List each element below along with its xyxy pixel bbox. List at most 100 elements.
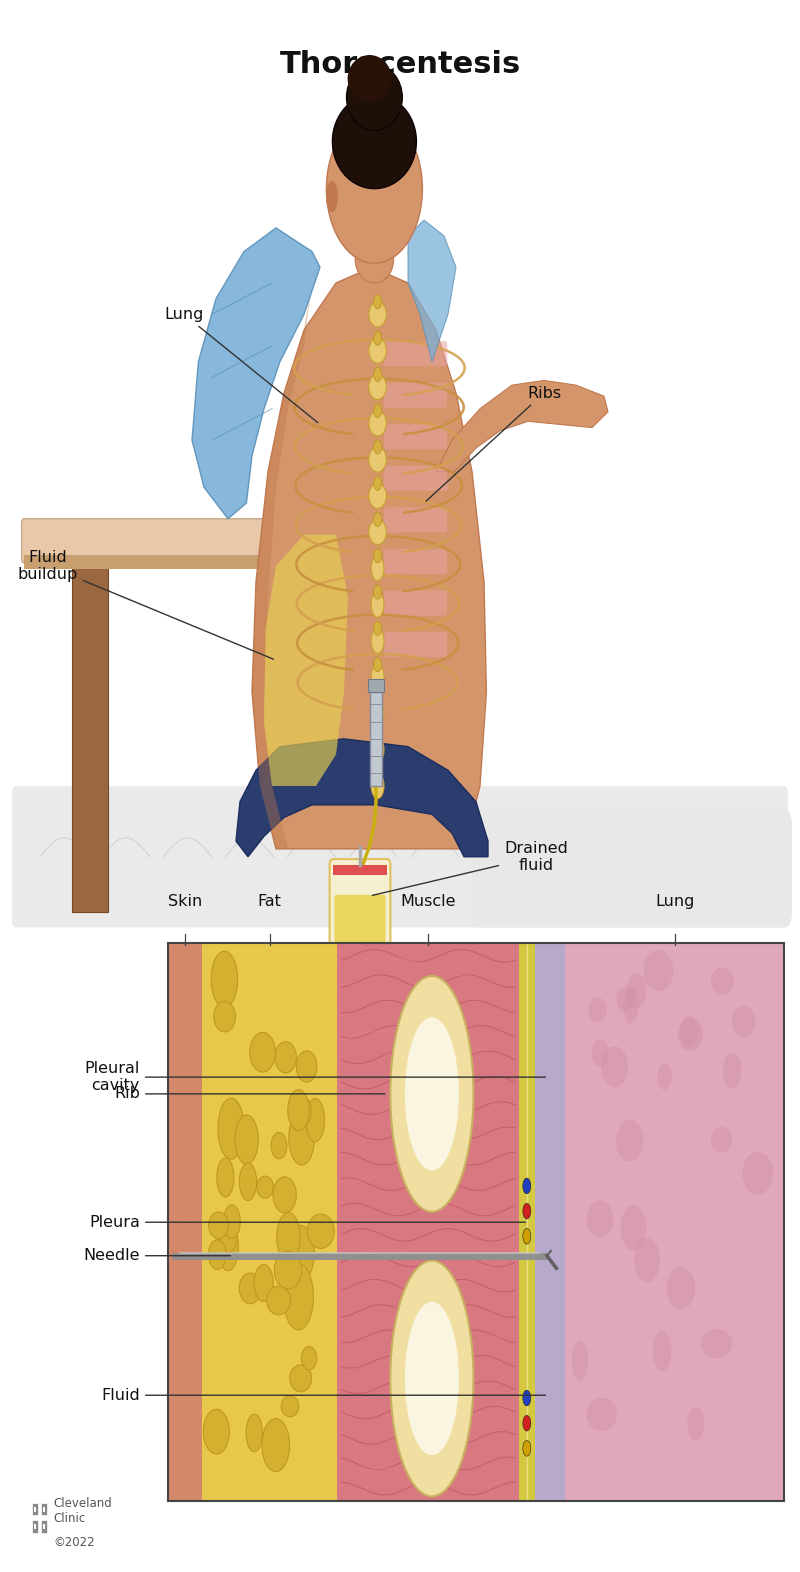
Ellipse shape: [369, 483, 386, 508]
Ellipse shape: [723, 1053, 742, 1089]
Ellipse shape: [371, 629, 384, 654]
Ellipse shape: [369, 519, 386, 544]
Ellipse shape: [374, 404, 382, 418]
Text: Fat: Fat: [258, 893, 282, 909]
FancyBboxPatch shape: [472, 810, 792, 927]
Polygon shape: [252, 283, 312, 849]
Ellipse shape: [209, 1240, 226, 1269]
Ellipse shape: [203, 1410, 230, 1454]
Ellipse shape: [586, 1398, 617, 1431]
Ellipse shape: [702, 1328, 732, 1358]
Ellipse shape: [523, 1440, 531, 1456]
Text: Thoracentesis: Thoracentesis: [279, 50, 521, 79]
Text: Lung: Lung: [164, 307, 318, 423]
Ellipse shape: [223, 1204, 240, 1239]
Ellipse shape: [371, 556, 384, 582]
Ellipse shape: [634, 1239, 660, 1283]
Ellipse shape: [374, 440, 382, 454]
Ellipse shape: [266, 1286, 290, 1314]
Bar: [168, 943, 784, 1501]
Bar: [41, 1520, 47, 1533]
Ellipse shape: [523, 1390, 531, 1405]
Polygon shape: [192, 228, 320, 519]
Ellipse shape: [374, 766, 382, 780]
Ellipse shape: [239, 1273, 261, 1303]
Bar: [370, 692, 382, 786]
Ellipse shape: [326, 181, 338, 212]
Polygon shape: [264, 534, 348, 786]
FancyBboxPatch shape: [384, 508, 447, 533]
FancyBboxPatch shape: [384, 632, 447, 657]
Bar: [338, 943, 519, 1501]
Ellipse shape: [289, 1111, 314, 1165]
Ellipse shape: [374, 368, 382, 382]
Ellipse shape: [346, 64, 402, 130]
Text: Fluid
buildup: Fluid buildup: [18, 550, 274, 659]
FancyBboxPatch shape: [384, 382, 447, 407]
FancyBboxPatch shape: [384, 591, 447, 616]
FancyBboxPatch shape: [22, 519, 306, 563]
Ellipse shape: [214, 1001, 235, 1031]
Ellipse shape: [281, 1396, 298, 1416]
Ellipse shape: [273, 1177, 296, 1214]
Ellipse shape: [742, 1152, 773, 1195]
Ellipse shape: [288, 1089, 309, 1130]
Ellipse shape: [588, 998, 606, 1022]
Ellipse shape: [296, 1050, 317, 1082]
Ellipse shape: [290, 1096, 311, 1127]
Ellipse shape: [246, 1415, 262, 1451]
Ellipse shape: [371, 665, 384, 690]
Ellipse shape: [371, 737, 384, 762]
FancyBboxPatch shape: [384, 465, 447, 490]
Ellipse shape: [271, 1132, 287, 1159]
Text: Skin: Skin: [168, 893, 202, 909]
Ellipse shape: [374, 294, 382, 308]
Ellipse shape: [257, 1176, 274, 1198]
Ellipse shape: [405, 1017, 459, 1171]
Ellipse shape: [371, 701, 384, 726]
Ellipse shape: [374, 585, 382, 599]
Ellipse shape: [355, 236, 394, 283]
Ellipse shape: [262, 1418, 290, 1471]
Ellipse shape: [586, 1201, 614, 1237]
Ellipse shape: [653, 1330, 671, 1372]
Text: Fluid: Fluid: [102, 1388, 546, 1402]
Ellipse shape: [302, 1347, 317, 1369]
Ellipse shape: [374, 549, 382, 563]
Ellipse shape: [571, 1341, 588, 1380]
Ellipse shape: [326, 113, 422, 264]
Ellipse shape: [601, 1047, 628, 1088]
Ellipse shape: [643, 949, 674, 992]
Bar: [32, 1520, 38, 1533]
Polygon shape: [236, 739, 488, 857]
Text: Cleveland
Clinic: Cleveland Clinic: [54, 1498, 112, 1525]
Ellipse shape: [219, 1217, 238, 1253]
Ellipse shape: [306, 1099, 325, 1141]
FancyBboxPatch shape: [330, 858, 390, 957]
Text: Drained
fluid: Drained fluid: [372, 841, 568, 896]
Ellipse shape: [371, 773, 384, 799]
Polygon shape: [408, 220, 456, 362]
Ellipse shape: [711, 968, 734, 995]
Bar: [34, 1523, 37, 1530]
Ellipse shape: [371, 593, 384, 618]
Ellipse shape: [369, 446, 386, 472]
Ellipse shape: [283, 1264, 314, 1330]
Bar: [42, 1506, 46, 1512]
Ellipse shape: [218, 1099, 244, 1159]
Bar: [519, 943, 534, 1501]
Bar: [566, 943, 784, 1501]
Bar: [24, 555, 304, 569]
Ellipse shape: [680, 1016, 698, 1047]
Ellipse shape: [390, 1261, 474, 1497]
Bar: [42, 1523, 46, 1530]
Polygon shape: [436, 380, 608, 472]
Ellipse shape: [658, 1064, 672, 1089]
Ellipse shape: [374, 693, 382, 707]
Ellipse shape: [218, 1225, 238, 1270]
Ellipse shape: [374, 512, 382, 527]
Ellipse shape: [523, 1415, 531, 1431]
Ellipse shape: [235, 1115, 258, 1163]
Ellipse shape: [239, 1163, 257, 1201]
Ellipse shape: [623, 987, 638, 1023]
